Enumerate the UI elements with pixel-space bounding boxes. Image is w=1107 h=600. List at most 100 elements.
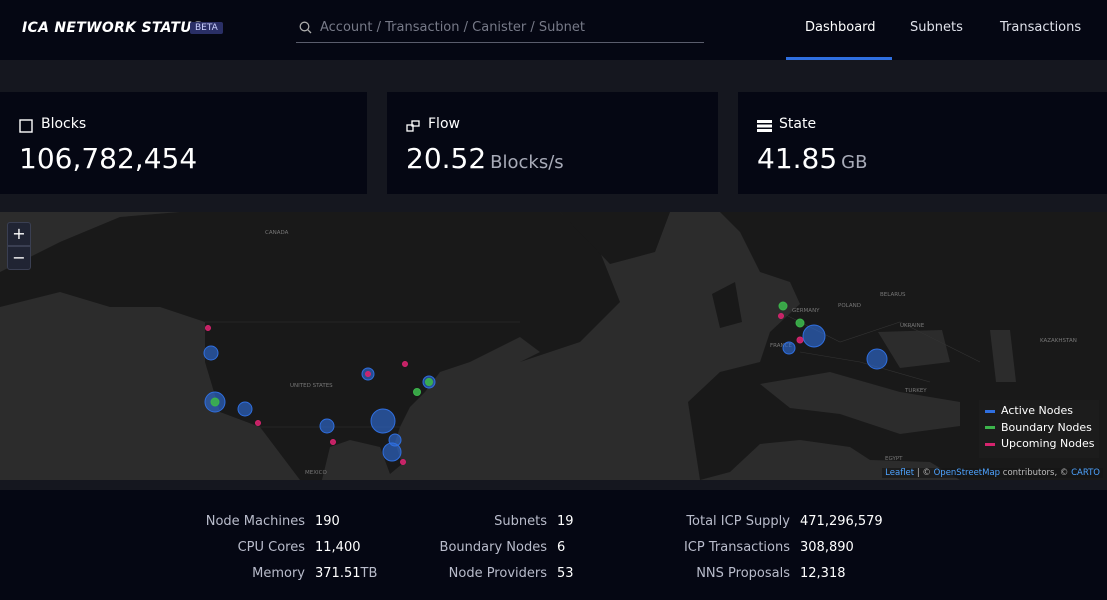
attribution-part[interactable]: Leaflet xyxy=(885,468,915,478)
stat-number: 371.51 xyxy=(315,566,361,581)
nav-item[interactable]: Subnets xyxy=(910,20,963,35)
card-icon xyxy=(757,120,772,132)
node[interactable] xyxy=(802,324,826,348)
node[interactable] xyxy=(370,408,396,434)
stat-number: 190 xyxy=(315,514,340,529)
attribution: Leaflet | © OpenStreetMap contributors, … xyxy=(882,468,1103,478)
stat-value: 11,400 xyxy=(315,540,361,555)
place-label: POLAND xyxy=(838,303,861,309)
card-unit: GB xyxy=(841,152,868,173)
legend-item: Upcoming Nodes xyxy=(985,437,1094,454)
node[interactable] xyxy=(402,361,408,367)
stat-value: 6 xyxy=(557,540,565,555)
seas xyxy=(470,330,1016,434)
stat-label: Boundary Nodes xyxy=(439,540,547,555)
card-icon xyxy=(406,120,420,132)
stat-label: NNS Proposals xyxy=(696,566,790,581)
node[interactable] xyxy=(796,336,804,344)
stat-number: 12,318 xyxy=(800,566,846,581)
node[interactable] xyxy=(778,313,784,319)
card-value: 106,782,454 xyxy=(19,142,197,175)
stat-card: Blocks 106,782,454 xyxy=(0,92,367,194)
stat-unit: TB xyxy=(360,566,378,581)
node[interactable] xyxy=(210,397,220,407)
card-title: Flow xyxy=(428,116,460,132)
nav-item[interactable]: Transactions xyxy=(1000,20,1082,35)
stat-value: 53 xyxy=(557,566,574,581)
attribution-part: | © xyxy=(914,468,934,478)
nav-item[interactable]: Dashboard xyxy=(805,20,876,35)
node[interactable] xyxy=(400,459,406,465)
node[interactable] xyxy=(365,371,371,377)
attribution-part: contributors, © xyxy=(1000,468,1072,478)
card-value: 41.85 GB xyxy=(757,142,867,175)
node[interactable] xyxy=(319,418,335,434)
place-label: FRANCE xyxy=(770,343,792,349)
place-label: GERMANY xyxy=(792,308,820,314)
node[interactable] xyxy=(782,341,796,355)
place-label: CANADA xyxy=(265,230,289,236)
place-label: UKRAINE xyxy=(900,323,925,329)
card-value: 20.52 Blocks/s xyxy=(406,142,564,175)
place-label: UNITED STATES xyxy=(290,383,333,389)
card-unit: Blocks/s xyxy=(490,152,564,173)
stat-label: ICP Transactions xyxy=(683,540,790,555)
node[interactable] xyxy=(413,388,421,396)
stat-number: 11,400 xyxy=(315,540,361,555)
place-label: KAZAKHSTAN xyxy=(1040,338,1077,344)
zoom-in[interactable]: + xyxy=(7,222,31,246)
card-number: 20.52 xyxy=(406,142,487,175)
node[interactable] xyxy=(203,345,219,361)
map[interactable]: CANADA UNITED STATES MEXICO GERMANY POLAND FR… xyxy=(0,212,1107,480)
stat-value: 471,296,579 xyxy=(800,514,883,529)
stat-value: 19 xyxy=(557,514,574,529)
search-placeholder: Account / Transaction / Canister / Subne… xyxy=(320,20,585,35)
node[interactable] xyxy=(425,378,433,386)
stat-label: Node Machines xyxy=(205,514,305,529)
node[interactable] xyxy=(866,348,888,370)
legend-label: Active Nodes xyxy=(1001,404,1073,417)
place-label: MEXICO xyxy=(305,470,327,476)
stat-number: 308,890 xyxy=(800,540,854,555)
card-number: 106,782,454 xyxy=(19,142,198,175)
stat-number: 6 xyxy=(557,540,566,555)
node[interactable] xyxy=(237,401,253,417)
attribution-part[interactable]: CARTO xyxy=(1071,468,1100,478)
badge: BETA xyxy=(190,22,223,34)
stat-value: 190 xyxy=(315,514,340,529)
search[interactable]: Account / Transaction / Canister / Subne… xyxy=(296,14,704,43)
card-icon xyxy=(19,119,33,133)
legend-swatch xyxy=(985,409,995,413)
stat-value: 308,890 xyxy=(800,540,854,555)
legend-item: Boundary Nodes xyxy=(985,421,1093,438)
node[interactable] xyxy=(255,420,261,426)
place-label: TURKEY xyxy=(904,388,927,394)
stat-label: Node Providers xyxy=(448,566,547,581)
brand[interactable]: ICA NETWORK STATUS xyxy=(22,20,203,36)
node[interactable] xyxy=(205,325,211,331)
header: ICA NETWORK STATUS BETA Account / Transa… xyxy=(0,0,1107,60)
zoom-out[interactable]: − xyxy=(7,246,31,270)
stat-number: 19 xyxy=(557,514,574,529)
stats-panel: Node Machines 190 CPU Cores 11,400 Memory 371… xyxy=(0,490,1107,600)
stat-label: Memory xyxy=(252,566,305,581)
search-icon xyxy=(299,21,312,34)
stat-label: Total ICP Supply xyxy=(686,514,790,529)
legend-swatch xyxy=(985,442,995,446)
stat-card: Flow 20.52 Blocks/s xyxy=(387,92,718,194)
legend: Active Nodes Boundary Nodes Upcoming Nodes xyxy=(979,400,1099,458)
nav-underline xyxy=(786,57,892,60)
map-canvas: CANADA UNITED STATES MEXICO GERMANY POLAND FR… xyxy=(0,212,1107,480)
stat-value: 12,318 xyxy=(800,566,846,581)
stat-label: Subnets xyxy=(494,514,547,529)
node[interactable] xyxy=(795,318,805,328)
stat-card: State 41.85 GB xyxy=(738,92,1107,194)
node[interactable] xyxy=(778,301,788,311)
node[interactable] xyxy=(382,442,402,462)
node[interactable] xyxy=(330,439,336,445)
card-title: State xyxy=(779,116,817,132)
card-number: 41.85 xyxy=(757,142,838,175)
attribution-part[interactable]: OpenStreetMap xyxy=(933,468,1001,478)
card-title: Blocks xyxy=(41,116,87,132)
